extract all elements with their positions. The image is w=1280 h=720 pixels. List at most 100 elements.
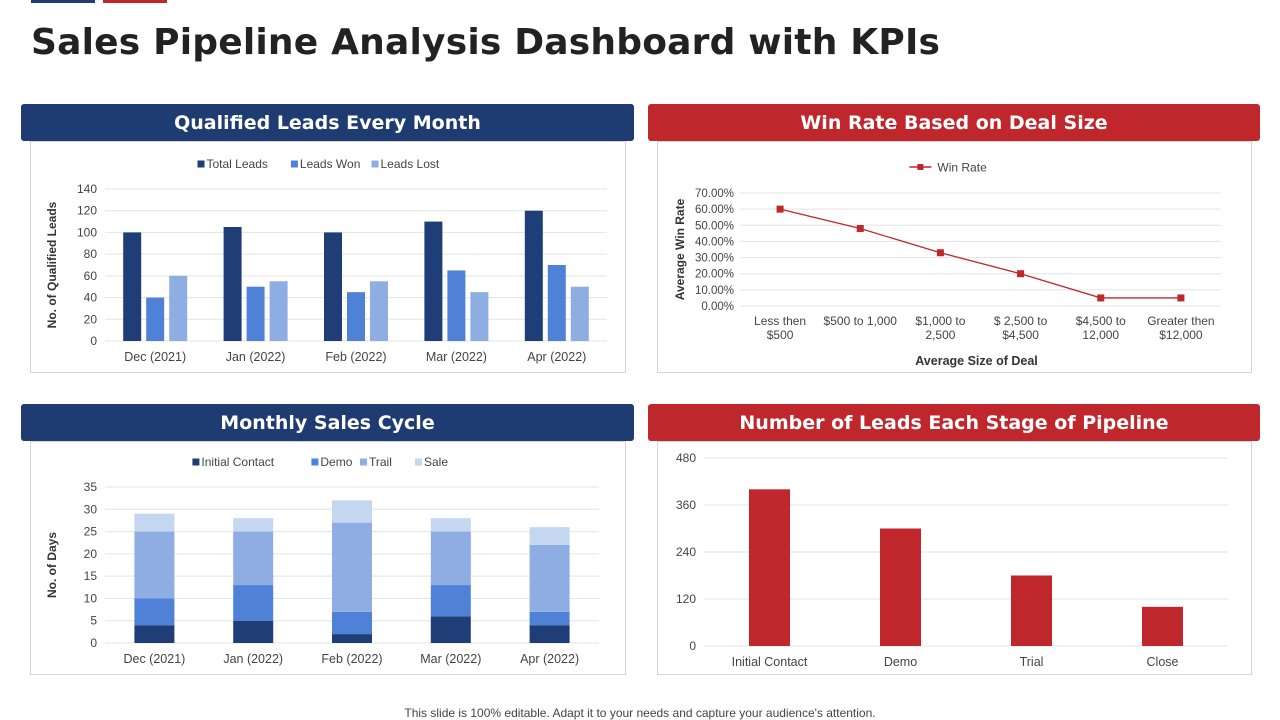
pipeline-panel-header: Number of Leads Each Stage of Pipeline xyxy=(648,404,1260,441)
legend-label-trail: Trail xyxy=(369,455,392,469)
x-tick-label: 12,000 xyxy=(1082,328,1119,342)
footer-note: This slide is 100% editable. Adapt it to… xyxy=(404,706,876,720)
bar-initial-contact-feb-2022 xyxy=(332,634,372,643)
legend-swatch-leads-won xyxy=(290,160,298,168)
x-tick-label: $1,000 to xyxy=(915,314,965,328)
winrate-chart-panel: Win Rate 0.00% 10.00% 20.00% 30.00% 40.00% 50.… xyxy=(657,141,1252,373)
x-tick-label: $12,000 xyxy=(1159,328,1203,342)
y-tick-label: 15 xyxy=(84,569,98,583)
leads-panel-header: Qualified Leads Every Month xyxy=(21,104,634,141)
x-tick-label: Feb (2022) xyxy=(325,350,386,364)
y-tick-label: 480 xyxy=(676,451,696,465)
x-tick-label: Jan (2022) xyxy=(223,652,283,666)
legend-swatch-total-leads xyxy=(197,160,205,168)
legend-label-leads-won: Leads Won xyxy=(300,157,361,171)
y-tick-label: 40.00% xyxy=(695,236,734,248)
win-rate-point-1 xyxy=(856,225,864,233)
y-axis-title: Average Win Rate xyxy=(673,198,687,300)
legend-label-win-rate: Win Rate xyxy=(937,161,987,175)
bar-total-leads-dec-2021 xyxy=(123,232,142,341)
x-tick-label: 2,500 xyxy=(925,328,955,342)
bar-total-leads-feb-2022 xyxy=(324,232,342,341)
bar-trail-jan-2022 xyxy=(233,531,274,586)
bar-initial-contact xyxy=(749,489,790,646)
leads-chart-panel: Total Leads Leads Won Leads Lost 0 20 40 60 80 1… xyxy=(30,141,626,373)
sales-cycle-chart: Initial Contact Demo Trail Sale 0 5 10 15 20 25 30… xyxy=(45,455,599,666)
y-tick-label: 60 xyxy=(84,269,98,283)
y-tick-label: 25 xyxy=(84,525,98,539)
y-axis-title: No. of Days xyxy=(45,532,59,598)
legend-label-leads-lost: Leads Lost xyxy=(381,157,440,171)
y-tick-label: 50.00% xyxy=(695,220,734,232)
x-tick-label: Trial xyxy=(1020,655,1044,669)
bar-sale-mar-2022 xyxy=(430,518,471,532)
y-tick-label: 120 xyxy=(676,592,696,606)
bar-leads-lost-jan-2022 xyxy=(269,281,288,341)
qualified-leads-chart: Total Leads Leads Won Leads Lost 0 20 40 60 80 1… xyxy=(45,157,607,364)
bar-trail-feb-2022 xyxy=(332,522,372,612)
y-tick-label: 60.00% xyxy=(695,204,734,216)
y-tick-label: 0.00% xyxy=(701,301,734,313)
y-axis-title: No. of Qualified Leads xyxy=(45,201,59,328)
y-tick-label: 20 xyxy=(84,547,98,561)
bar-leads-lost-feb-2022 xyxy=(370,281,388,341)
y-tick-label: 80 xyxy=(84,247,98,261)
y-tick-label: 100 xyxy=(77,225,97,239)
win-rate-point-0 xyxy=(776,205,784,213)
y-tick-label: 240 xyxy=(676,545,696,559)
legend-swatch-trail xyxy=(360,458,367,466)
x-tick-label: Mar (2022) xyxy=(420,652,481,666)
legend-label-demo: Demo xyxy=(320,455,352,469)
legend-swatch-demo xyxy=(311,458,319,466)
bar-trial xyxy=(1011,575,1052,646)
bar-demo xyxy=(880,528,921,646)
bar-close xyxy=(1142,606,1183,646)
y-tick-label: 140 xyxy=(77,182,97,196)
cycle-panel-header: Monthly Sales Cycle xyxy=(21,404,634,441)
bar-demo-feb-2022 xyxy=(332,611,372,635)
y-tick-label: 70.00% xyxy=(695,188,734,200)
win-rate-point-4 xyxy=(1097,294,1105,302)
bar-demo-jan-2022 xyxy=(233,585,274,621)
legend-swatch-initial-contact xyxy=(192,458,200,466)
bar-sale-apr-2022 xyxy=(529,527,570,545)
legend-swatch-leads-lost xyxy=(371,160,379,168)
x-tick-label: Initial Contact xyxy=(732,655,808,669)
cycle-chart-panel: Initial Contact Demo Trail Sale 0 5 10 15 20 25 30… xyxy=(30,441,626,675)
y-tick-label: 20.00% xyxy=(695,269,734,281)
legend-label-initial-contact: Initial Contact xyxy=(201,455,274,469)
bar-initial-contact-mar-2022 xyxy=(430,616,471,643)
bar-demo-dec-2021 xyxy=(134,598,175,626)
bar-trail-dec-2021 xyxy=(134,531,175,599)
y-tick-label: 30.00% xyxy=(695,253,734,265)
y-tick-label: 20 xyxy=(84,312,98,326)
bar-total-leads-jan-2022 xyxy=(223,227,242,341)
bar-leads-won-apr-2022 xyxy=(547,265,566,341)
y-tick-label: 5 xyxy=(90,614,97,628)
bar-leads-won-jan-2022 xyxy=(246,286,265,341)
legend-swatch-sale xyxy=(415,458,422,466)
x-tick-label: Less then xyxy=(754,314,806,328)
bar-trail-apr-2022 xyxy=(529,544,570,612)
y-tick-label: 35 xyxy=(84,480,98,494)
win-rate-chart: Win Rate 0.00% 10.00% 20.00% 30.00% 40.00% 50.… xyxy=(673,161,1221,368)
x-tick-label: $ 2,500 to xyxy=(994,314,1048,328)
x-axis-title: Average Size of Deal xyxy=(915,354,1038,368)
y-tick-label: 10 xyxy=(84,591,98,605)
pipeline-stage-chart: 0 120 240 360 480 Initial Contact Demo Trial Clo… xyxy=(676,451,1228,669)
bar-total-leads-mar-2022 xyxy=(424,221,443,341)
y-tick-label: 120 xyxy=(77,204,97,218)
x-tick-label: Dec (2021) xyxy=(124,350,186,364)
bar-leads-lost-apr-2022 xyxy=(570,286,589,341)
x-tick-label: Greater then xyxy=(1147,314,1214,328)
bar-leads-lost-dec-2021 xyxy=(169,275,188,341)
winrate-panel-header: Win Rate Based on Deal Size xyxy=(648,104,1260,141)
x-tick-label: Apr (2022) xyxy=(520,652,579,666)
legend-label-total-leads: Total Leads xyxy=(207,157,268,171)
bar-demo-mar-2022 xyxy=(430,585,471,617)
top-accent-red xyxy=(103,0,167,3)
x-tick-label: Demo xyxy=(884,655,917,669)
bar-initial-contact-dec-2021 xyxy=(134,625,175,643)
bar-leads-won-mar-2022 xyxy=(447,270,466,341)
y-tick-label: 0 xyxy=(90,334,97,348)
